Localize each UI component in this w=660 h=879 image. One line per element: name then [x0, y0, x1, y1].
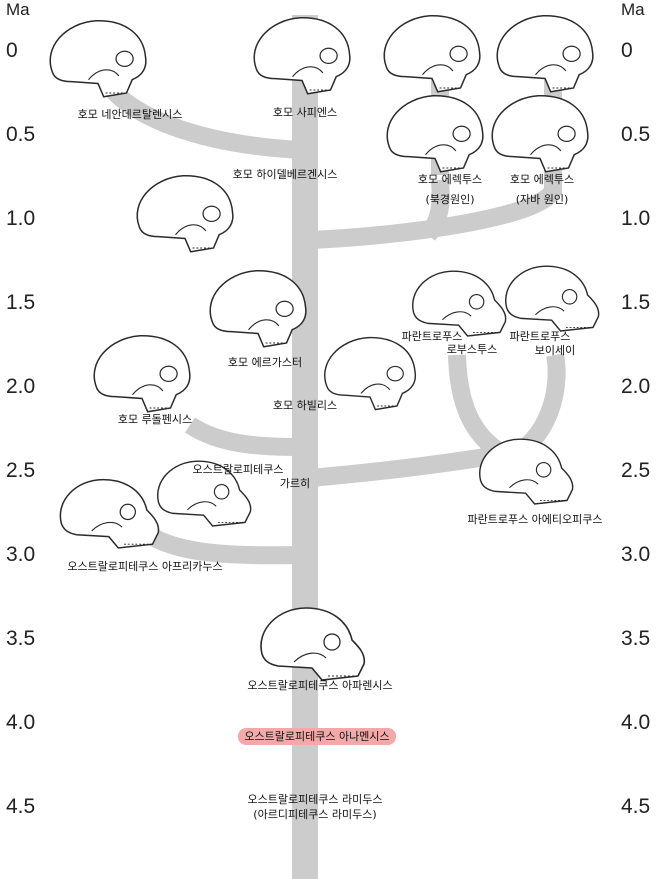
axis-tick-right-1: 0.5 [621, 123, 651, 146]
erectus-branch [309, 185, 562, 249]
skull-robustus [411, 270, 507, 337]
axis-tick-right-3: 1.5 [621, 291, 651, 314]
label-garhi-species: 가르히 [279, 477, 311, 490]
label-erectus-java: 호모 에렉투스 [509, 173, 575, 186]
axis-tick-left-9: 4.5 [6, 795, 36, 818]
axis-tick-right-5: 2.5 [621, 459, 651, 482]
axis-tick-right-4: 2.0 [621, 375, 651, 398]
robustus-branch [448, 354, 506, 460]
label-boisei-species: 보이세이 [534, 344, 576, 357]
label-heidelbergensis: 호모 하이델베르겐시스 [232, 168, 338, 181]
axis-tick-right-2: 1.0 [621, 207, 651, 230]
label-afarensis: 오스트랄로피테쿠스 아파렌시스 [247, 679, 393, 692]
label-ergaster: 호모 에르가스터 [227, 356, 303, 369]
skull-erectus-peking-top [383, 14, 481, 93]
axis-tick-left-5: 2.5 [6, 459, 36, 482]
skull-erectus-peking [386, 94, 484, 173]
label-anamensis: 오스트랄로피테쿠스 아나멘시스 [238, 728, 396, 745]
skull-boisei [504, 265, 600, 332]
axis-tick-left-4: 2.0 [6, 375, 36, 398]
skull-heidelbergensis [136, 174, 234, 253]
axis-tick-left-7: 3.5 [6, 627, 36, 650]
label-garhi-genus: 오스트랄로피테쿠스 [192, 463, 284, 476]
skull-afarensis [260, 607, 366, 681]
label-robustus-genus: 파란트로푸스 [401, 330, 463, 343]
label-ramidus: 오스트랄로피테쿠스 라미두스 [247, 793, 383, 806]
axis-tick-right-6: 3.0 [621, 543, 651, 566]
label-erectus-peking: 호모 에렉투스 [417, 173, 483, 186]
skull-ergaster [209, 269, 307, 348]
axis-tick-left-3: 1.5 [6, 291, 36, 314]
axis-tick-left-0: 0 [6, 39, 18, 62]
label-boisei-genus: 파란트로푸스 [509, 330, 571, 343]
label-africanus: 오스트랄로피테쿠스 아프리카누스 [67, 560, 223, 573]
label-anamensis-wrap: 오스트랄로피테쿠스 아나멘시스 [212, 728, 422, 745]
axis-unit-left: Ma [6, 0, 30, 19]
skull-neanderthalensis [49, 19, 147, 98]
axis-unit-right: Ma [621, 0, 645, 19]
skull-erectus-java-top [496, 14, 594, 93]
skull-sapiens [253, 16, 351, 95]
label-erectus-java-note: (자바 원인) [515, 193, 569, 206]
axis-tick-left-2: 1.0 [6, 207, 36, 230]
axis-tick-left-8: 4.0 [6, 711, 36, 734]
label-sapiens: 호모 사피엔스 [272, 106, 338, 119]
axis-tick-left-1: 0.5 [6, 123, 36, 146]
skull-rudolfensis [93, 334, 191, 413]
label-ramidus-alt: (아르디피테쿠스 라미두스) [253, 808, 377, 821]
axis-tick-right-0: 0 [621, 39, 633, 62]
axis-tick-right-8: 4.0 [621, 711, 651, 734]
erectus-peking-branch [420, 179, 450, 241]
axis-tick-right-9: 4.5 [621, 795, 651, 818]
skull-erectus-java [491, 94, 589, 173]
label-robustus-species: 로부스투스 [446, 343, 498, 356]
rudolfensis-branch [185, 417, 301, 456]
axis-tick-left-6: 3.0 [6, 543, 36, 566]
axis-tick-right-7: 3.5 [621, 627, 651, 650]
skull-aethiopicus [478, 438, 574, 505]
label-neanderthalensis: 호모 네안데르탈렌시스 [77, 108, 183, 121]
label-erectus-peking-note: (북경원인) [425, 193, 475, 206]
skull-africanus [59, 478, 160, 549]
label-habilis: 호모 하빌리스 [272, 399, 338, 412]
label-aethiopicus: 파란트로푸스 아에티오피쿠스 [467, 513, 603, 526]
label-rudolfensis: 호모 루돌펜시스 [117, 413, 193, 426]
